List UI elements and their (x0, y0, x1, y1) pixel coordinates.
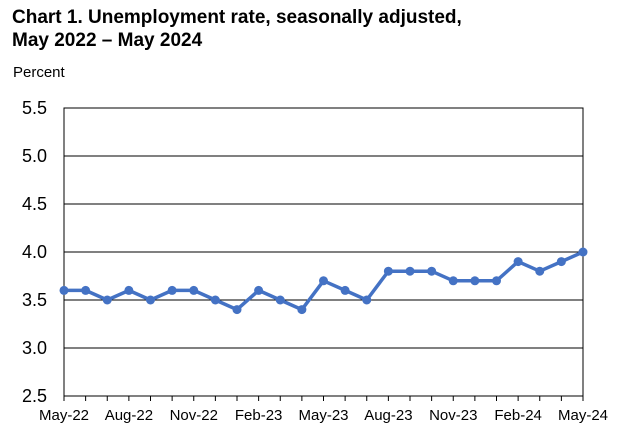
data-point (383, 266, 393, 276)
data-point (254, 285, 264, 295)
data-point (513, 257, 523, 267)
x-tick-label: May-22 (39, 407, 89, 424)
y-axis-label: Percent (13, 64, 65, 81)
x-tick-label: Feb-23 (235, 407, 283, 424)
x-tick-label: Nov-22 (170, 407, 218, 424)
y-tick-label: 5.0 (22, 146, 47, 166)
data-point (405, 266, 415, 276)
y-tick-label: 4.0 (22, 242, 47, 262)
x-tick-label: Aug-22 (105, 407, 153, 424)
data-point (275, 295, 285, 305)
data-point (556, 257, 566, 267)
data-point (102, 295, 112, 305)
data-point (362, 295, 372, 305)
data-point (492, 276, 501, 286)
data-point (167, 285, 177, 295)
y-tick-label: 3.5 (22, 290, 47, 310)
data-point (470, 276, 480, 286)
chart-title: Chart 1. Unemployment rate, seasonally a… (12, 6, 462, 52)
data-point (535, 266, 545, 276)
y-tick-label: 3.0 (22, 338, 47, 358)
x-tick-label: May-23 (298, 407, 348, 424)
data-point (59, 285, 69, 295)
y-tick-label: 2.5 (22, 386, 47, 406)
x-tick-label: Feb-24 (494, 407, 542, 424)
data-point (210, 295, 220, 305)
data-point (340, 285, 350, 295)
data-point (578, 247, 588, 257)
data-point (297, 305, 307, 315)
chart-title-line-1: Chart 1. Unemployment rate, seasonally a… (12, 7, 462, 28)
x-tick-label: Aug-23 (364, 407, 412, 424)
data-point (232, 305, 242, 315)
data-point (427, 266, 437, 276)
y-tick-label: 4.5 (22, 194, 47, 214)
y-tick-label: 5.5 (22, 98, 47, 118)
x-tick-label: Nov-23 (429, 407, 477, 424)
data-point (448, 276, 458, 286)
data-point (189, 285, 199, 295)
x-tick-label: May-24 (558, 407, 608, 424)
data-point (124, 285, 134, 295)
data-point (319, 276, 328, 286)
data-point (81, 285, 91, 295)
data-point (146, 295, 155, 305)
chart-title-line-2: May 2022 – May 2024 (12, 30, 203, 51)
